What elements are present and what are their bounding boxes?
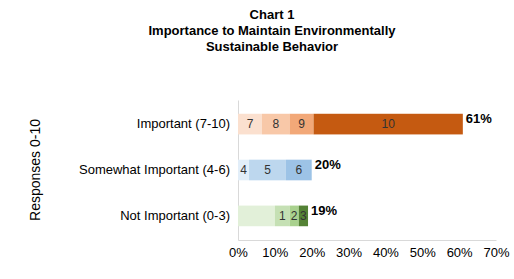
bar-segment <box>314 114 463 135</box>
segment-label: 4 <box>240 163 247 177</box>
x-axis: 0% 10% 20% 30% 40% 50% 60% 70% <box>229 240 510 260</box>
total-label: 61% <box>466 111 492 126</box>
x-tick-label: 30% <box>336 245 362 260</box>
bar-segment <box>286 160 312 181</box>
x-tick-label: 10% <box>262 245 288 260</box>
segment-label: 8 <box>272 117 279 131</box>
bar-segment <box>238 114 262 135</box>
y-axis-title: Responses 0-10 <box>27 119 43 221</box>
x-tick: 30% <box>336 240 362 260</box>
x-tick-label: 40% <box>373 245 399 260</box>
chart: Chart 1Importance to Maintain Environmen… <box>0 0 514 279</box>
segment-label: 7 <box>247 117 254 131</box>
subtitle: Importance to Maintain EnvironmentallySu… <box>148 23 396 54</box>
bars <box>238 114 463 226</box>
x-axis-line <box>239 240 497 241</box>
x-tick-label: 0% <box>229 245 248 260</box>
x-tick-label: 70% <box>483 245 509 260</box>
subtitle-line: Sustainable Behavior <box>206 39 338 54</box>
bar-segment <box>290 206 299 227</box>
bar-segment <box>299 206 308 227</box>
y-tick-label: Not Important (0-3) <box>120 208 230 223</box>
y-axis: Important (7-10) Somewhat Important (4-6)… <box>79 101 239 241</box>
y-tick: Important (7-10) <box>137 116 238 131</box>
x-tick: 20% <box>299 240 325 260</box>
segment-label: 2 <box>291 209 298 223</box>
x-tick: 60% <box>447 240 473 260</box>
bar-segment <box>275 206 290 227</box>
bar-segment <box>238 206 275 227</box>
bar-segment <box>290 114 314 135</box>
x-tick-label: 50% <box>410 245 436 260</box>
segment-label: 9 <box>298 117 305 131</box>
x-tick: 50% <box>410 240 436 260</box>
x-tick: 40% <box>373 240 399 260</box>
bar-segment <box>262 114 290 135</box>
x-tick: 70% <box>483 240 509 260</box>
segment-label: 6 <box>295 163 302 177</box>
y-tick-label: Important (7-10) <box>137 116 230 131</box>
x-tick-label: 60% <box>447 245 473 260</box>
bar-segment <box>238 160 249 181</box>
y-tick-label: Somewhat Important (4-6) <box>79 162 230 177</box>
segment-label: 1 <box>279 209 286 223</box>
total-label: 19% <box>311 203 337 218</box>
x-tick: 0% <box>229 240 248 260</box>
total-label: 20% <box>315 157 341 172</box>
y-tick: Not Important (0-3) <box>120 208 238 223</box>
y-tick: Somewhat Important (4-6) <box>79 162 238 177</box>
x-tick: 10% <box>262 240 288 260</box>
subtitle-line: Importance to Maintain Environmentally <box>148 23 396 38</box>
segment-label: 10 <box>382 117 396 131</box>
labels: 7 8 9 10 4 5 6 123 61% 20% 19% <box>240 111 492 223</box>
title: Chart 1 <box>250 7 295 22</box>
segment-label: 3 <box>300 209 307 223</box>
segment-label: 5 <box>264 163 271 177</box>
bar-segment <box>249 160 286 181</box>
x-tick-label: 20% <box>299 245 325 260</box>
